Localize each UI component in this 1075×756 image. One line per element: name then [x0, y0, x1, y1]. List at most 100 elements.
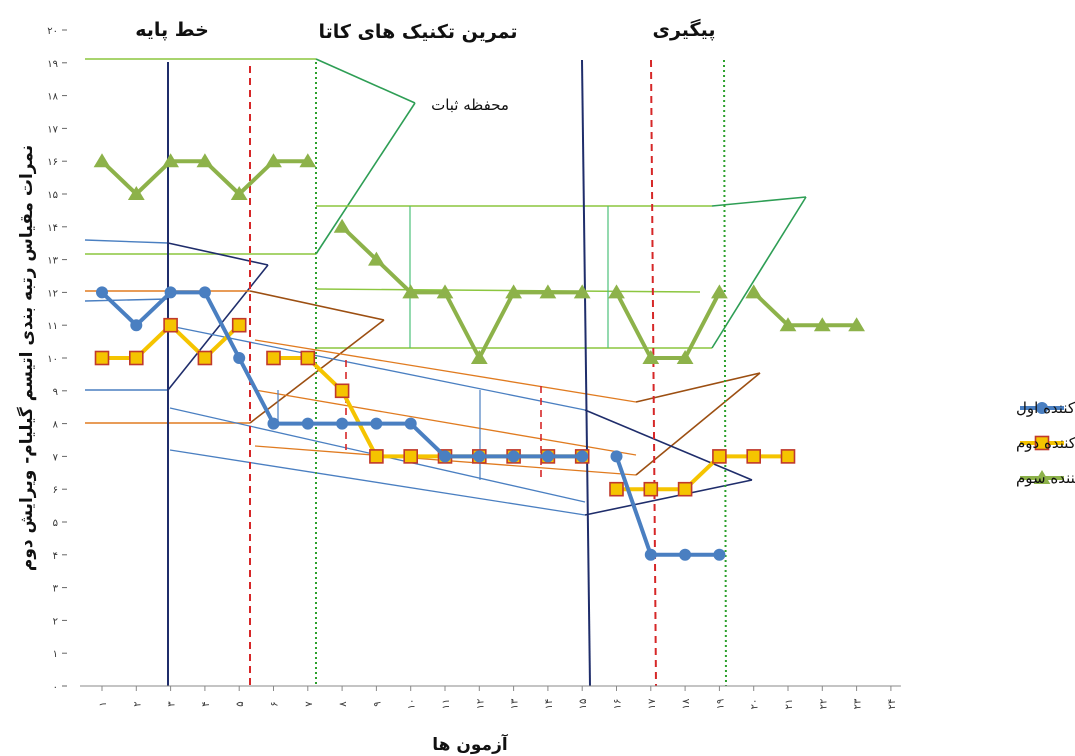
- data-point: [608, 284, 625, 299]
- x-tick-label: ۴: [201, 701, 212, 706]
- data-point: [539, 284, 557, 299]
- x-tick-label: ۱۳: [510, 698, 521, 709]
- x-tick-label: ۲۰: [750, 699, 761, 710]
- x-tick-label: ۷: [304, 701, 315, 707]
- phase-change-line: [723, 59, 727, 687]
- envelope-line: [711, 196, 807, 207]
- data-point: [436, 284, 454, 299]
- x-tick-label: ۱۴: [544, 699, 555, 710]
- y-tick-label: ۸: [53, 420, 59, 431]
- x-tick-label: ۲۲: [818, 699, 829, 710]
- data-point: [610, 450, 623, 463]
- phase-lines: [167, 59, 727, 687]
- envelope-line: [635, 372, 761, 403]
- x-tick-label: ۱۹: [715, 699, 726, 710]
- y-tick-label: ۱۷: [47, 124, 58, 135]
- data-point: [643, 481, 659, 497]
- x-tick-label: ۱: [98, 701, 109, 706]
- series-3-line: [751, 290, 859, 328]
- envelope-line: [84, 239, 169, 244]
- envelope-line: [167, 264, 269, 391]
- series-layer: [93, 153, 865, 561]
- data-point: [402, 284, 420, 299]
- data-point: [541, 450, 554, 463]
- envelope-line: [635, 372, 761, 476]
- data-point: [267, 417, 280, 430]
- x-tick-label: ۱۵: [578, 699, 589, 710]
- legend-label: شرکت کننده اول: [1016, 399, 1075, 417]
- data-point: [301, 417, 314, 430]
- data-point: [507, 450, 520, 463]
- data-point: [746, 449, 762, 464]
- data-point: [713, 548, 726, 561]
- envelope-line: [167, 242, 269, 266]
- x-tick-label: ۱۶: [613, 699, 624, 710]
- legend-swatch-marker: [1034, 435, 1050, 451]
- legend-item-2: شرکت کننده دوم: [1016, 434, 1075, 452]
- phase-change-line: [581, 59, 591, 687]
- data-point: [745, 284, 763, 299]
- stability-envelope-label: محفظه ثبات: [431, 96, 509, 114]
- phase-label-baseline: خط پایه: [135, 19, 209, 41]
- y-tick-label: ۱۶: [47, 157, 58, 168]
- y-tick-label: ۵: [53, 518, 58, 529]
- x-tick-label: ۵: [235, 701, 246, 706]
- data-point: [404, 417, 417, 430]
- data-point: [779, 317, 797, 332]
- envelope-line: [711, 196, 807, 349]
- data-point: [130, 319, 143, 332]
- y-tick-label: ۹: [53, 387, 58, 398]
- series-2-line: [614, 454, 790, 492]
- data-point: [163, 317, 178, 333]
- data-point: [230, 186, 248, 200]
- x-tick-label: ۲: [132, 701, 143, 706]
- legend-swatch-marker: [1033, 470, 1051, 484]
- data-point: [679, 548, 692, 561]
- y-tick-label: ۱۳: [47, 256, 58, 267]
- data-point: [197, 350, 213, 366]
- text-layer: خط پایه تمرین تکنیک های کاتا پیگیری محفظ…: [16, 18, 715, 755]
- envelope-line: [315, 58, 416, 104]
- data-point: [94, 350, 110, 366]
- data-point: [505, 284, 522, 299]
- y-axis-title: نمرات مقیاس رتبه بندی اتیسم گیلیام- ویرا…: [16, 145, 37, 571]
- data-point: [609, 481, 624, 497]
- envelope-line: [315, 102, 416, 255]
- data-point: [368, 251, 385, 266]
- x-tick-label: ۶: [270, 701, 281, 706]
- legend-label: شرکت کننده سوم: [1016, 469, 1075, 487]
- data-point: [370, 417, 383, 430]
- data-point: [127, 186, 145, 200]
- envelope-line: [169, 325, 586, 411]
- x-axis-title: آزمون ها: [432, 733, 509, 755]
- data-point: [164, 286, 177, 299]
- y-tick-label: ۱: [53, 649, 58, 660]
- envelope-line: [249, 319, 385, 424]
- x-tick-label: ۸: [338, 701, 349, 707]
- legend: شرکت کننده اول شرکت کننده دوم شرکت کننده س…: [1016, 399, 1075, 487]
- envelope-line: [584, 479, 753, 516]
- phase-label-intervention: تمرین تکنیک های کاتا: [318, 21, 517, 43]
- x-tick-label: ۲۱: [784, 699, 795, 710]
- data-point: [233, 352, 246, 364]
- data-point: [300, 350, 316, 366]
- y-tick-label: ۳: [53, 584, 59, 595]
- x-tick-label: ۱۸: [681, 698, 692, 709]
- x-tick-label: ۱۱: [441, 699, 452, 710]
- data-point: [96, 286, 108, 299]
- y-tick-label: ۷: [53, 452, 59, 463]
- y-tick-label: ۱۹: [47, 59, 58, 70]
- envelope-line: [584, 409, 753, 481]
- data-point: [129, 350, 144, 366]
- legend-swatch-marker: [1036, 402, 1048, 414]
- y-tick-label: ۲۰: [47, 26, 58, 37]
- y-tick-label: ۶: [53, 485, 58, 496]
- envelope-line: [249, 290, 385, 321]
- y-tick-label: ۱۱: [47, 321, 58, 332]
- data-point: [369, 449, 384, 464]
- data-point: [439, 450, 451, 463]
- envelope-line: [169, 449, 586, 516]
- x-tick-label: ۱۲: [475, 699, 486, 710]
- data-point: [93, 153, 111, 168]
